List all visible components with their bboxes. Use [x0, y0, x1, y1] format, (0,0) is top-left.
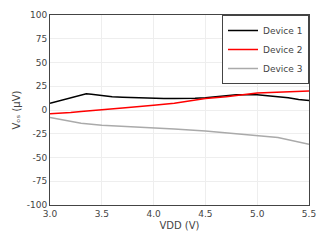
svg-text:Device 2: Device 2 [263, 45, 302, 55]
svg-text:0: 0 [41, 105, 47, 115]
svg-text:VDD (V): VDD (V) [159, 220, 199, 231]
svg-text:Device 1: Device 1 [263, 26, 302, 36]
svg-text:4.0: 4.0 [146, 209, 161, 219]
svg-text:-100: -100 [27, 200, 48, 210]
svg-text:5.5: 5.5 [302, 209, 316, 219]
svg-text:4.5: 4.5 [198, 209, 212, 219]
svg-text:75: 75 [36, 34, 47, 44]
svg-text:-75: -75 [32, 176, 47, 186]
svg-text:3.5: 3.5 [95, 209, 109, 219]
svg-text:-50: -50 [32, 153, 47, 163]
svg-text:100: 100 [30, 10, 47, 20]
svg-text:Device 3: Device 3 [263, 64, 302, 74]
svg-text:50: 50 [36, 58, 48, 68]
svg-text:-25: -25 [32, 129, 47, 139]
svg-text:3.0: 3.0 [43, 209, 58, 219]
svg-text:25: 25 [36, 81, 47, 91]
svg-text:Vₒₛ (µV): Vₒₛ (µV) [11, 90, 22, 129]
svg-text:5.0: 5.0 [250, 209, 265, 219]
